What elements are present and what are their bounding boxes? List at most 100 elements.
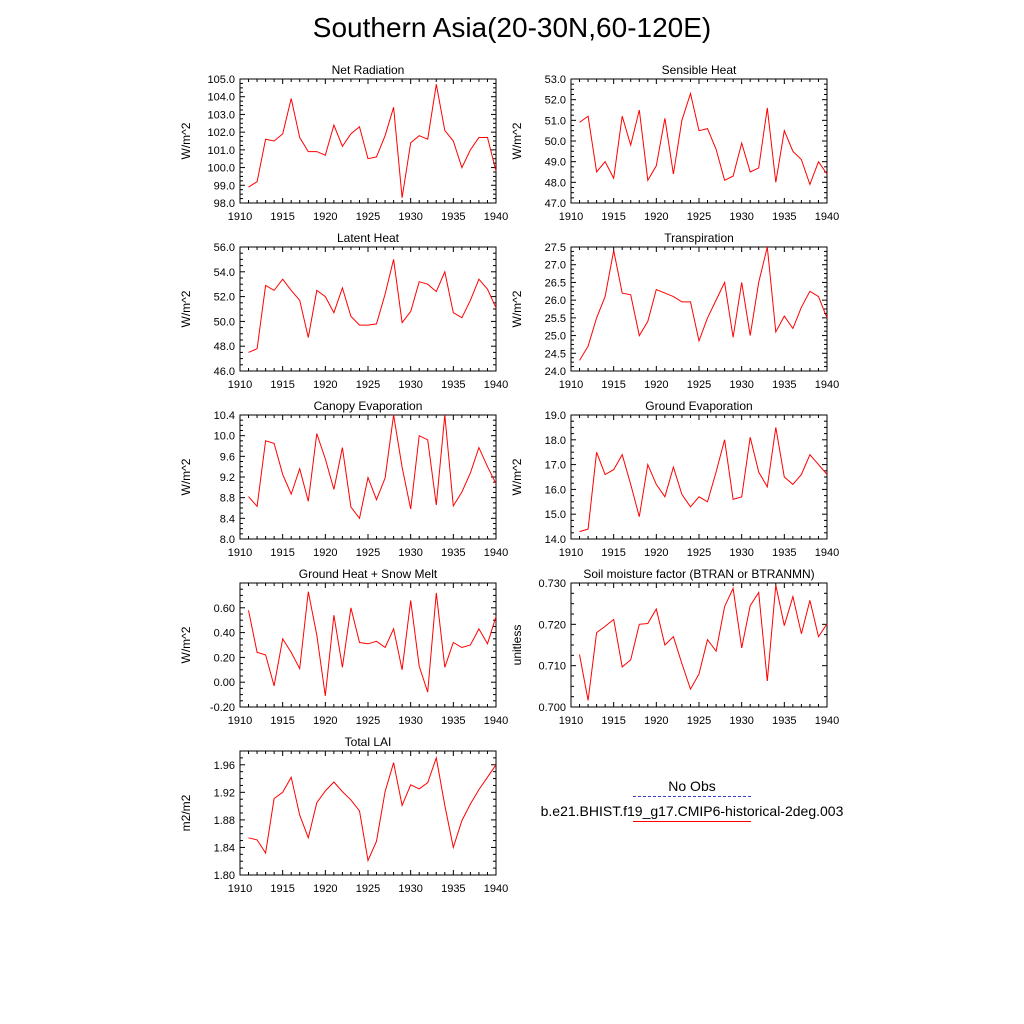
- y-tick-label: 8.4: [220, 513, 235, 525]
- x-tick-label: 1910: [228, 379, 252, 391]
- x-tick-label: 1920: [644, 211, 668, 223]
- y-tick-label: 8.0: [220, 534, 235, 546]
- y-tick-label: 0.720: [538, 619, 566, 631]
- y-tick-label: 9.6: [220, 451, 235, 463]
- panel-title: Ground Heat + Snow Melt: [299, 567, 438, 581]
- y-axis-label: W/m^2: [510, 122, 524, 159]
- plot-frame: [570, 582, 828, 708]
- y-tick-label: 46.0: [214, 366, 235, 378]
- x-tick-label: 1920: [644, 715, 668, 727]
- y-axis-label: W/m^2: [179, 458, 193, 495]
- x-tick-label: 1940: [484, 211, 508, 223]
- y-tick-label: 56.0: [214, 242, 235, 254]
- y-tick-label: 0.40: [214, 628, 235, 640]
- x-tick-label: 1915: [270, 715, 294, 727]
- y-tick-label: 101.0: [207, 145, 235, 157]
- x-tick-label: 1935: [441, 547, 465, 559]
- y-tick-label: 103.0: [207, 109, 235, 121]
- x-tick-label: 1930: [729, 211, 753, 223]
- plot-frame: [239, 750, 497, 876]
- panel-title: Canopy Evaporation: [314, 399, 423, 413]
- y-tick-label: 19.0: [545, 410, 566, 422]
- x-tick-label: 1940: [484, 379, 508, 391]
- x-tick-label: 1925: [356, 547, 380, 559]
- x-tick-label: 1930: [398, 547, 422, 559]
- x-tick-label: 1925: [356, 211, 380, 223]
- x-tick-label: 1930: [398, 883, 422, 895]
- x-tick-label: 1935: [772, 547, 796, 559]
- y-tick-label: 47.0: [545, 198, 566, 210]
- y-tick-label: 0.730: [538, 578, 566, 590]
- x-tick-label: 1915: [270, 379, 294, 391]
- legend-obs-swatch: [633, 796, 751, 797]
- x-tick-label: 1920: [313, 715, 337, 727]
- x-tick-label: 1925: [356, 883, 380, 895]
- y-tick-label: 15.0: [545, 509, 566, 521]
- x-tick-label: 1915: [601, 715, 625, 727]
- y-tick-label: 25.0: [545, 331, 566, 343]
- x-tick-label: 1910: [228, 883, 252, 895]
- y-tick-label: 105.0: [207, 74, 235, 86]
- panel-title: Ground Evaporation: [645, 399, 752, 413]
- y-axis-label: W/m^2: [179, 626, 193, 663]
- y-tick-label: 0.710: [538, 661, 566, 673]
- series-line: [579, 427, 828, 533]
- x-tick-label: 1940: [484, 883, 508, 895]
- y-axis-label: W/m^2: [179, 290, 193, 327]
- x-tick-label: 1935: [441, 379, 465, 391]
- x-tick-label: 1920: [644, 547, 668, 559]
- y-tick-label: 1.80: [214, 870, 235, 882]
- series-line: [248, 755, 497, 863]
- x-tick-label: 1940: [484, 547, 508, 559]
- y-tick-label: 10.0: [214, 431, 235, 443]
- y-tick-label: 50.0: [545, 136, 566, 148]
- legend-obs-label: No Obs: [668, 778, 716, 794]
- x-tick-label: 1925: [687, 211, 711, 223]
- x-tick-label: 1930: [398, 715, 422, 727]
- series-line: [579, 91, 828, 186]
- panel-title: Sensible Heat: [662, 63, 737, 77]
- chart-panel: 1910 1915 1920 1925 1930 1935 1940 14.0 15.0 16.0…: [510, 399, 839, 559]
- panel-title: Transpiration: [664, 231, 734, 245]
- x-tick-label: 1940: [815, 379, 839, 391]
- panel-title: Latent Heat: [337, 231, 400, 245]
- plot-frame: [570, 246, 828, 372]
- x-tick-label: 1920: [313, 883, 337, 895]
- y-tick-label: 52.0: [214, 292, 235, 304]
- x-tick-label: 1915: [270, 883, 294, 895]
- x-tick-label: 1925: [687, 547, 711, 559]
- y-tick-label: 0.60: [214, 603, 235, 615]
- y-tick-label: 1.96: [214, 760, 235, 772]
- x-tick-label: 1940: [815, 547, 839, 559]
- x-tick-label: 1915: [601, 379, 625, 391]
- x-tick-label: 1935: [441, 883, 465, 895]
- series-line: [248, 259, 497, 353]
- x-tick-label: 1925: [356, 715, 380, 727]
- x-tick-label: 1930: [398, 211, 422, 223]
- y-tick-label: 100.0: [207, 163, 235, 175]
- x-tick-label: 1920: [644, 379, 668, 391]
- y-tick-label: 53.0: [545, 74, 566, 86]
- x-tick-label: 1935: [772, 715, 796, 727]
- y-tick-label: 99.0: [214, 180, 235, 192]
- y-tick-label: 1.92: [214, 787, 235, 799]
- x-tick-label: 1910: [228, 211, 252, 223]
- series-line: [248, 591, 497, 696]
- x-tick-label: 1915: [601, 211, 625, 223]
- x-tick-label: 1920: [313, 379, 337, 391]
- y-tick-label: 104.0: [207, 92, 235, 104]
- x-tick-label: 1910: [559, 547, 583, 559]
- x-tick-label: 1925: [356, 379, 380, 391]
- legend-model-label: b.e21.BHIST.f19_g17.CMIP6-historical-2de…: [540, 803, 844, 819]
- series-line: [579, 584, 828, 701]
- x-tick-label: 1935: [441, 715, 465, 727]
- y-tick-label: 49.0: [545, 157, 566, 169]
- y-tick-label: 54.0: [214, 267, 235, 279]
- chart-panel: 1910 1915 1920 1925 1930 1935 1940 98.0 99.0 100.…: [179, 63, 508, 223]
- y-tick-label: -0.20: [210, 702, 235, 714]
- chart-panel: 1910 1915 1920 1925 1930 1935 1940 0.700 0.710 0.…: [510, 567, 839, 727]
- x-tick-label: 1935: [772, 211, 796, 223]
- y-tick-label: 50.0: [214, 316, 235, 328]
- chart-panel: 1910 1915 1920 1925 1930 1935 1940 1.80 1.84 1.88…: [179, 735, 508, 895]
